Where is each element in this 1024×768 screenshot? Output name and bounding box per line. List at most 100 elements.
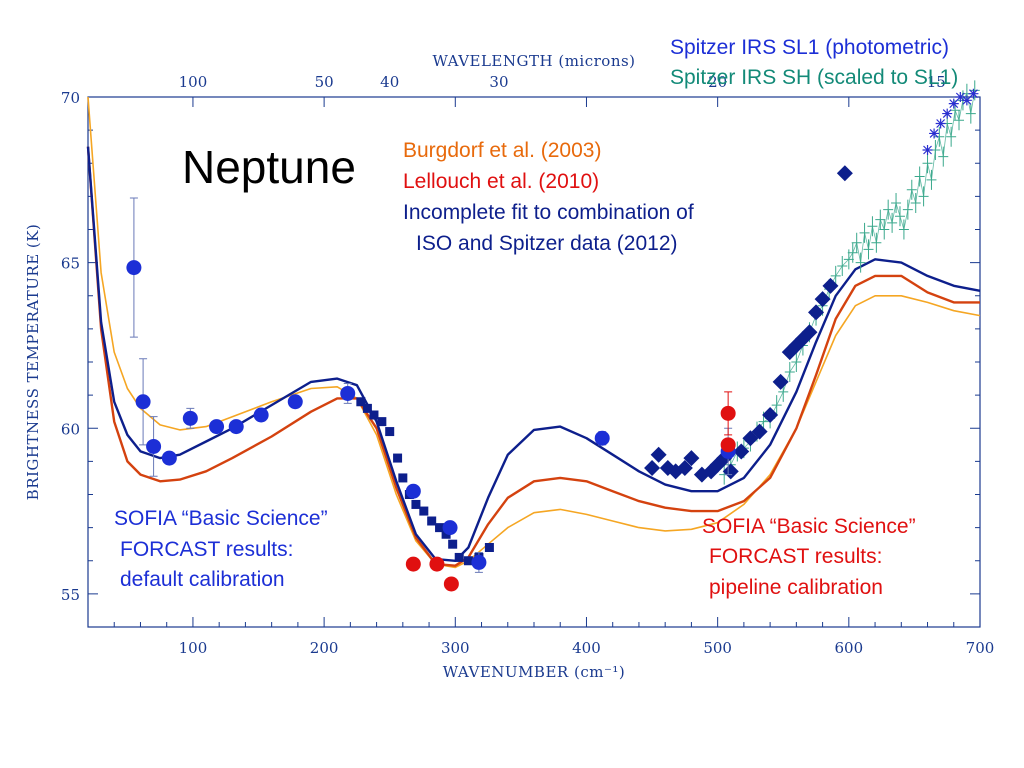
y-tick-label: 70 [61, 89, 80, 107]
data-point-square [393, 453, 403, 463]
legend-fit-line1: Incomplete fit to combination of [403, 201, 694, 224]
data-point-diamond [733, 443, 750, 460]
legend-spitzer-sl1: Spitzer IRS SL1 (photometric) [670, 36, 949, 59]
series-spitzer-irs-sh-scaled-to-sl1 [719, 80, 980, 485]
annotation-right-line2: FORCAST results: [709, 545, 882, 568]
data-point-plus [902, 199, 913, 220]
x-tick-label: 700 [966, 639, 995, 657]
data-point-square [427, 516, 437, 526]
series-layer [86, 80, 981, 592]
data-point-diamond [822, 277, 839, 294]
data-point-square [463, 556, 473, 566]
legend-lellouch: Lellouch et al. (2010) [403, 170, 599, 193]
top-tick-label: 40 [380, 73, 399, 91]
series-incomplete-fit-to-combination-of-iso-and-spitzer-data-2012 [86, 146, 981, 562]
data-point-diamond [801, 324, 818, 341]
x-tick-label: 100 [179, 639, 208, 657]
data-point-diamond [808, 304, 825, 321]
series-sofia-default-calibration [126, 197, 736, 573]
data-point-square [385, 427, 395, 437]
series-lellouch-et-al-2010 [86, 146, 980, 567]
data-point-plus [791, 352, 802, 372]
data-point-circle [340, 385, 356, 401]
data-point-circle [442, 520, 458, 536]
data-point-plus [891, 193, 902, 213]
data-point-diamond [772, 373, 789, 390]
legend-burgdorf: Burgdorf et al. (2003) [403, 139, 601, 162]
annotation-right-line1: SOFIA “Basic Science” [702, 515, 916, 538]
data-point-circle [443, 576, 459, 592]
data-point-square [377, 417, 387, 427]
series-iso-diamonds [644, 165, 853, 483]
data-point-plus [867, 216, 878, 237]
y-tick-label: 55 [61, 586, 80, 604]
data-point-plus [887, 212, 898, 233]
data-point-plus [847, 242, 858, 263]
data-point-circle [429, 556, 445, 572]
data-point-star [968, 88, 979, 99]
x-tick-label: 500 [703, 639, 732, 657]
axis-ticks: 100 200 300 400 500 600 700 55 60 65 70 100 50 40 30 20… [61, 73, 994, 657]
spitzer-sh-trace [723, 90, 976, 475]
data-point-diamond [814, 291, 831, 308]
data-point-plus [922, 153, 933, 174]
model-curve [86, 146, 981, 562]
data-point-square [356, 397, 366, 407]
x-tick-label: 200 [310, 639, 339, 657]
data-point-square [448, 539, 458, 549]
data-point-circle [405, 483, 421, 499]
data-point-plus [871, 232, 882, 253]
chart-title: Neptune [182, 141, 356, 193]
data-point-circle [228, 419, 244, 435]
data-point-square [369, 410, 379, 420]
data-point-plus [863, 239, 874, 260]
data-point-star [922, 145, 933, 155]
x-axis-title: WAVENUMBER (cm⁻¹) [443, 663, 625, 681]
data-point-plus [926, 169, 937, 190]
data-point-square [484, 543, 494, 552]
data-point-square [362, 403, 372, 413]
data-point-circle [253, 407, 269, 423]
data-point-plus [875, 209, 886, 230]
data-point-diamond [650, 446, 667, 463]
data-point-plus [965, 103, 976, 124]
model-curve [86, 146, 980, 567]
data-point-diamond [836, 165, 853, 182]
top-tick-label: 50 [315, 73, 334, 91]
data-point-plus [938, 146, 949, 167]
data-point-plus [859, 222, 870, 243]
data-point-plus [894, 206, 905, 227]
annotation-left-line2: FORCAST results: [120, 538, 293, 561]
series-sofia-pipeline-calibration [405, 391, 736, 592]
data-point-circle [405, 556, 421, 572]
data-point-plus [946, 126, 957, 147]
data-point-circle [471, 554, 487, 570]
data-point-plus [914, 166, 925, 187]
data-point-circle [287, 394, 303, 410]
data-point-plus [851, 232, 862, 253]
data-point-plus [954, 110, 965, 131]
data-point-plus [784, 361, 795, 382]
data-point-circle [720, 437, 736, 453]
data-point-plus [918, 186, 929, 207]
top-tick-label: 30 [489, 73, 508, 91]
data-point-circle [126, 260, 142, 276]
data-point-star [961, 95, 972, 106]
data-point-star [948, 98, 959, 109]
data-point-diamond [676, 460, 693, 476]
data-point-plus [879, 219, 890, 240]
data-point-plus [837, 255, 848, 276]
data-point-star [929, 128, 940, 139]
data-point-plus [771, 395, 782, 416]
annotation-right-line3: pipeline calibration [709, 576, 883, 599]
data-point-plus [906, 179, 917, 200]
data-point-diamond [644, 460, 661, 476]
data-point-star [955, 92, 966, 102]
data-point-circle [161, 450, 177, 466]
data-point-diamond [722, 463, 739, 480]
series-iso-squares [356, 397, 494, 566]
data-point-square [419, 506, 429, 516]
top-tick-label: 15 [927, 73, 946, 91]
series-spitzer-irs-sl1-photometric [922, 88, 979, 155]
